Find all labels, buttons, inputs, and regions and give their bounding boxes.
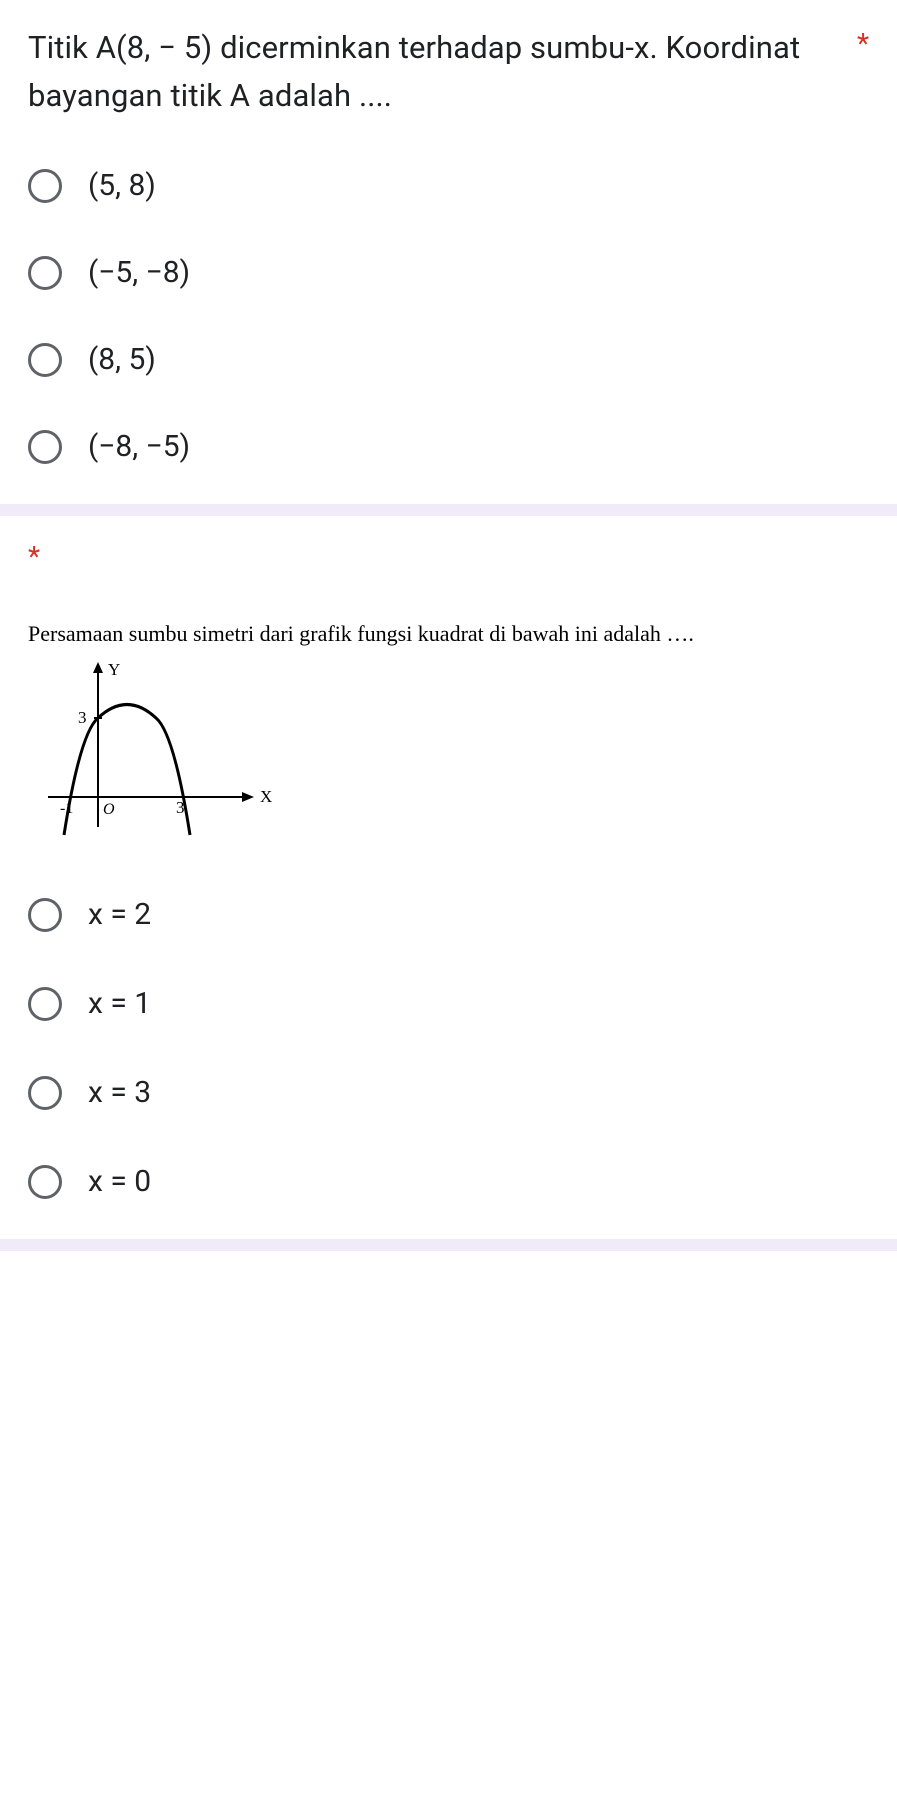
y-axis-label: Y xyxy=(108,660,120,679)
option-2[interactable]: x = 1 xyxy=(28,986,869,1021)
option-label: (−8, −5) xyxy=(88,429,190,464)
radio-icon[interactable] xyxy=(28,343,62,377)
option-label: x = 2 xyxy=(88,897,151,932)
radio-icon[interactable] xyxy=(28,169,62,203)
option-label: (8, 5) xyxy=(88,342,156,377)
option-label: x = 0 xyxy=(88,1164,151,1199)
x-axis-label: X xyxy=(260,787,272,806)
option-label: (5, 8) xyxy=(88,168,156,203)
option-1[interactable]: x = 2 xyxy=(28,897,869,932)
graph-container: Y X 3 -1 O 3 xyxy=(28,657,869,861)
option-4[interactable]: x = 0 xyxy=(28,1164,869,1199)
option-3[interactable]: x = 3 xyxy=(28,1075,869,1110)
radio-icon[interactable] xyxy=(28,1076,62,1110)
radio-icon[interactable] xyxy=(28,1165,62,1199)
option-label: (−5, −8) xyxy=(88,255,190,290)
subquestion-text: Persamaan sumbu simetri dari grafik fung… xyxy=(28,621,869,647)
option-label: x = 1 xyxy=(88,986,151,1021)
radio-icon[interactable] xyxy=(28,898,62,932)
options-list: x = 2 x = 1 x = 3 x = 0 xyxy=(28,897,869,1199)
question-row: Titik A(8, − 5) dicerminkan terhadap sum… xyxy=(28,24,869,120)
required-marker: * xyxy=(857,24,869,63)
y-tick-3: 3 xyxy=(78,708,87,727)
question-card-2: * Persamaan sumbu simetri dari grafik fu… xyxy=(0,516,897,1251)
option-label: x = 3 xyxy=(88,1075,151,1110)
option-3[interactable]: (8, 5) xyxy=(28,342,869,377)
required-marker: * xyxy=(28,540,869,573)
radio-icon[interactable] xyxy=(28,256,62,290)
question-text: Titik A(8, − 5) dicerminkan terhadap sum… xyxy=(28,24,833,120)
option-1[interactable]: (5, 8) xyxy=(28,168,869,203)
origin-label: O xyxy=(103,801,115,818)
option-4[interactable]: (−8, −5) xyxy=(28,429,869,464)
parabola-graph: Y X 3 -1 O 3 xyxy=(28,657,278,857)
radio-icon[interactable] xyxy=(28,987,62,1021)
option-2[interactable]: (−5, −8) xyxy=(28,255,869,290)
radio-icon[interactable] xyxy=(28,430,62,464)
question-card-1: Titik A(8, − 5) dicerminkan terhadap sum… xyxy=(0,0,897,516)
options-list: (5, 8) (−5, −8) (8, 5) (−8, −5) xyxy=(28,168,869,464)
